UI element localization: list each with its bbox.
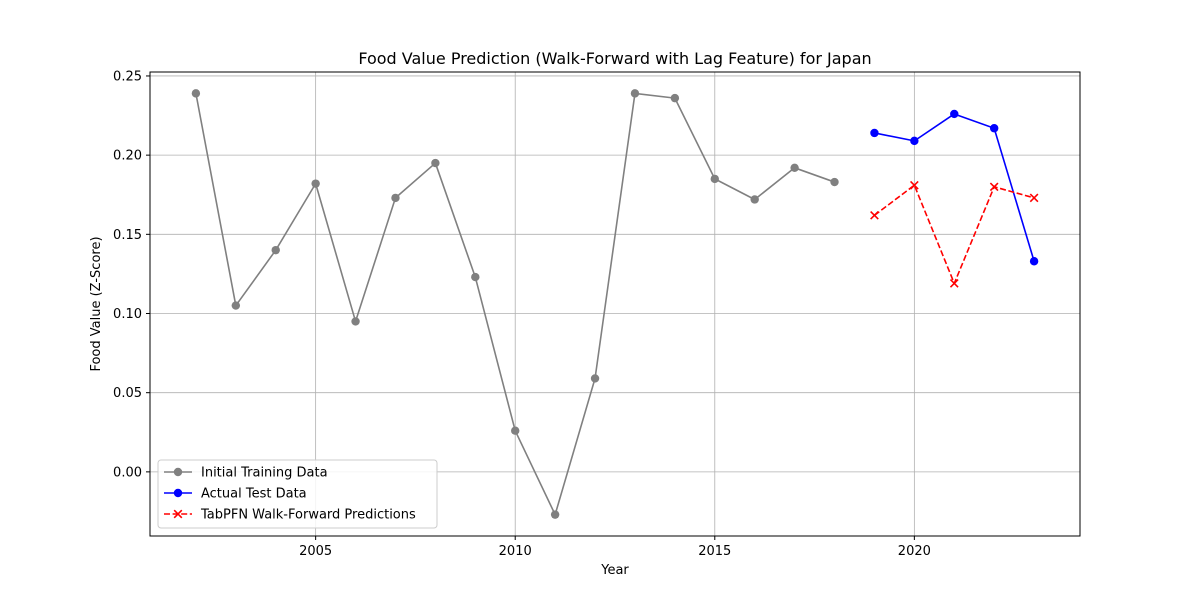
series-tabpfn-walk-forward-predictions bbox=[870, 180, 1039, 288]
data-point bbox=[351, 317, 360, 326]
series-layer bbox=[191, 89, 1039, 519]
data-point bbox=[630, 89, 640, 98]
data-point bbox=[590, 374, 600, 383]
x-tick-label: 2015 bbox=[698, 544, 731, 559]
y-tick-label: 0.20 bbox=[113, 149, 142, 164]
y-tick-label: 0.10 bbox=[113, 307, 142, 322]
data-point bbox=[989, 182, 999, 192]
y-tick-label: 0.15 bbox=[113, 228, 142, 243]
data-point bbox=[1029, 193, 1039, 203]
data-point bbox=[1029, 257, 1039, 266]
series-line bbox=[874, 113, 1035, 262]
data-point bbox=[710, 174, 719, 184]
data-point bbox=[870, 128, 879, 138]
x-tick-label: 2005 bbox=[299, 544, 332, 559]
legend: Initial Training Data Actual Test Data Tab… bbox=[157, 459, 438, 529]
series-initial-training-data bbox=[191, 89, 839, 519]
data-point bbox=[311, 179, 320, 188]
y-tick-label: 0.00 bbox=[113, 465, 142, 480]
legend-item: Initial Training Data bbox=[164, 466, 328, 481]
legend-marker bbox=[173, 488, 183, 498]
data-point bbox=[391, 193, 400, 203]
series-actual-test-data bbox=[870, 109, 1039, 266]
legend-box bbox=[157, 459, 438, 529]
data-point bbox=[750, 195, 759, 204]
data-point bbox=[431, 158, 440, 168]
legend-label: TabPFN Walk-Forward Predictions bbox=[200, 508, 416, 523]
data-point bbox=[670, 93, 680, 103]
data-point bbox=[870, 210, 879, 220]
legend-label: Initial Training Data bbox=[201, 466, 328, 481]
y-axis-label: Food Value (Z-Score) bbox=[89, 236, 104, 371]
data-point bbox=[910, 136, 919, 146]
legend-marker bbox=[173, 467, 183, 477]
plot-frame bbox=[149, 71, 1081, 537]
data-point bbox=[550, 510, 560, 519]
data-point bbox=[949, 279, 959, 288]
legend-marker bbox=[173, 509, 183, 519]
x-axis-label: Year bbox=[600, 563, 629, 578]
legend-item: TabPFN Walk-Forward Predictions bbox=[164, 508, 416, 523]
data-point bbox=[830, 177, 839, 187]
data-point bbox=[511, 426, 520, 435]
data-point bbox=[271, 245, 280, 255]
data-point bbox=[989, 124, 999, 133]
y-tick-label: 0.05 bbox=[113, 386, 142, 401]
data-point bbox=[909, 180, 919, 190]
x-tick-label: 2020 bbox=[898, 544, 931, 559]
data-point bbox=[191, 89, 201, 98]
data-point bbox=[790, 163, 799, 173]
legend-item: Actual Test Data bbox=[164, 487, 307, 502]
y-tick-label: 0.25 bbox=[113, 69, 142, 84]
chart-title: Food Value Prediction (Walk-Forward with… bbox=[358, 49, 871, 68]
x-axis: 2005 2010 2015 2020 bbox=[299, 536, 931, 559]
data-point bbox=[471, 272, 480, 282]
legend-label: Actual Test Data bbox=[201, 487, 307, 502]
data-point bbox=[950, 109, 959, 119]
data-point bbox=[231, 301, 241, 310]
y-axis: 0.00 0.05 0.10 0.15 0.20 0.25 bbox=[113, 69, 150, 480]
x-tick-label: 2010 bbox=[499, 544, 532, 559]
